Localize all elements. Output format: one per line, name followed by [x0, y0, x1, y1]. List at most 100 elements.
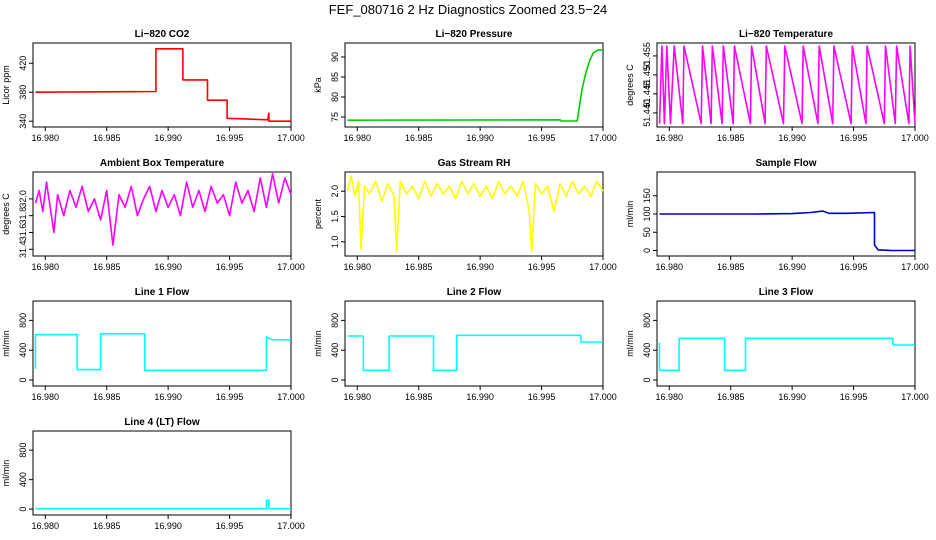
y-tick-label: 400	[18, 472, 28, 487]
x-tick-label: 17.000	[589, 262, 617, 272]
panel-li-820-pressure: Li−820 Pressure 16.980 16.985 16.990 16.995 1…	[313, 29, 617, 143]
x-tick-label: 16.995	[840, 392, 868, 402]
y-tick-label: 800	[18, 313, 28, 328]
x-tick-label: 16.980	[344, 133, 372, 143]
plot-frame	[656, 42, 916, 128]
panel-title: Line 3 Flow	[759, 287, 814, 298]
series-line	[346, 175, 604, 253]
x-tick-label: 16.995	[528, 133, 556, 143]
plot-frame	[32, 171, 292, 257]
y-tick-label: 400	[642, 343, 652, 358]
x-tick-label: 16.990	[154, 133, 182, 143]
series-line	[34, 332, 291, 372]
series-line	[658, 45, 916, 125]
x-tick-label: 17.000	[901, 133, 929, 143]
y-axis-label: ml/min	[1, 330, 11, 357]
y-tick-label: 50	[642, 227, 652, 237]
y-tick-label: 75	[330, 112, 340, 122]
x-tick-label: 16.985	[93, 521, 121, 531]
y-tick-label: 0	[642, 378, 652, 383]
y-tick-label: 800	[18, 443, 28, 458]
y-tick-label: 85	[330, 72, 340, 82]
x-tick-label: 16.985	[93, 392, 121, 402]
x-tick-label: 16.980	[344, 262, 372, 272]
panel-li-820-co2: Li−820 CO2 16.980 16.985 16.990 16.995 17.000…	[1, 29, 305, 143]
x-tick-label: 16.990	[154, 521, 182, 531]
y-tick-label: 0	[642, 248, 652, 253]
y-tick-label: 400	[18, 343, 28, 358]
x-tick-label: 16.995	[216, 133, 244, 143]
panel-title: Line 4 (LT) Flow	[124, 417, 200, 428]
x-tick-label: 16.980	[344, 392, 372, 402]
x-tick-label: 17.000	[901, 262, 929, 272]
panels-container: Li−820 CO2 16.980 16.985 16.990 16.995 17.000…	[1, 29, 929, 531]
x-tick-label: 17.000	[277, 392, 305, 402]
y-tick-label: 90	[330, 52, 340, 62]
x-tick-label: 16.995	[840, 262, 868, 272]
panel-title: Gas Stream RH	[438, 158, 511, 169]
panel-sample-flow: Sample Flow 16.980 16.985 16.990 16.995 17.00…	[625, 158, 929, 272]
x-tick-label: 16.990	[778, 262, 806, 272]
series-line	[659, 210, 915, 252]
x-tick-label: 16.990	[154, 392, 182, 402]
y-tick-label: 340	[18, 114, 28, 129]
plot-frame	[344, 42, 604, 128]
y-tick-label: 51.440	[642, 99, 652, 127]
y-axis-label: percent	[313, 198, 323, 229]
panel-line-3-flow: Line 3 Flow 16.980 16.985 16.990 16.995 17.00…	[625, 287, 929, 402]
plot-frame	[344, 171, 604, 257]
y-tick-label: 800	[330, 313, 340, 328]
x-tick-label: 16.990	[466, 392, 494, 402]
y-tick-label: 80	[330, 92, 340, 102]
x-tick-label: 16.995	[216, 392, 244, 402]
x-tick-label: 16.985	[717, 392, 745, 402]
plot-frame	[344, 300, 604, 387]
x-tick-label: 16.990	[466, 262, 494, 272]
y-tick-label: 51.455	[642, 42, 652, 70]
series-line	[658, 337, 915, 372]
plot-frame	[656, 300, 916, 387]
x-tick-label: 16.990	[778, 392, 806, 402]
series-line	[34, 172, 292, 246]
series-line	[35, 499, 291, 510]
panel-title: Ambient Box Temperature	[100, 158, 225, 169]
panel-line-4-lt-flow: Line 4 (LT) Flow 16.980 16.985 16.990 16.995…	[1, 417, 305, 531]
y-tick-label: 380	[18, 85, 28, 100]
panel-gas-stream-rh: Gas Stream RH 16.980 16.985 16.990 16.995 17.…	[313, 158, 617, 272]
y-axis-label: ml/min	[1, 460, 11, 487]
y-tick-label: 51.445	[642, 80, 652, 108]
y-axis-label: degrees C	[1, 193, 11, 235]
x-tick-label: 17.000	[277, 133, 305, 143]
x-tick-label: 16.985	[717, 133, 745, 143]
y-tick-label: 420	[18, 56, 28, 71]
x-tick-label: 17.000	[277, 262, 305, 272]
y-tick-label: 31.8	[18, 207, 28, 225]
x-tick-label: 16.995	[216, 521, 244, 531]
x-tick-label: 16.990	[778, 133, 806, 143]
x-tick-label: 16.995	[840, 133, 868, 143]
y-tick-label: 2.0	[330, 185, 340, 198]
y-tick-label: 1.0	[330, 236, 340, 249]
x-tick-label: 16.980	[656, 392, 684, 402]
x-tick-label: 16.985	[405, 133, 433, 143]
y-tick-label: 400	[330, 343, 340, 358]
plot-frame	[32, 300, 292, 387]
panel-line-2-flow: Line 2 Flow 16.980 16.985 16.990 16.995 17.00…	[313, 287, 617, 402]
panel-ambient-box-temperature: Ambient Box Temperature 16.980 16.985 16.99…	[1, 158, 305, 272]
panel-title: Line 2 Flow	[447, 287, 502, 298]
y-tick-label: 51.450	[642, 61, 652, 89]
series-line	[35, 47, 291, 122]
panel-title: Li−820 Pressure	[436, 29, 513, 40]
x-tick-label: 16.990	[466, 133, 494, 143]
plot-frame	[32, 430, 292, 516]
y-tick-label: 100	[642, 206, 652, 221]
y-axis-label: ml/min	[625, 330, 635, 357]
y-tick-label: 31.4	[18, 241, 28, 259]
y-axis-label: ml/min	[313, 330, 323, 357]
figure-title: FEF_080716 2 Hz Diagnostics Zoomed 23.5−…	[329, 2, 608, 17]
x-tick-label: 16.990	[154, 262, 182, 272]
x-tick-label: 16.985	[93, 262, 121, 272]
x-tick-label: 16.980	[32, 521, 60, 531]
panel-title: Line 1 Flow	[135, 287, 190, 298]
